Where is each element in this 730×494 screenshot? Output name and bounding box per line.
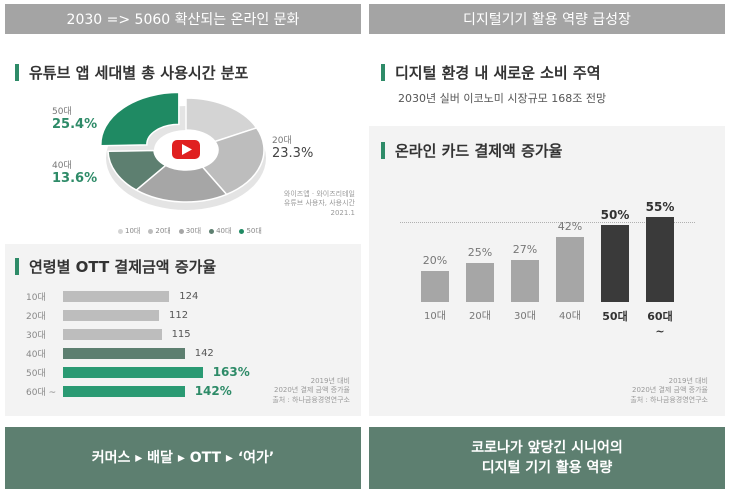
youtube-source: 와이즈앱 · 와이즈리테일 유튜브 사용자, 사용시간 2021.1	[284, 190, 355, 218]
reference-dotted-line	[400, 222, 695, 223]
left-footer-text: 커머스 ▸ 배달 ▸ OTT ▸ ‘여가’	[91, 449, 275, 466]
ott-data-label: 115	[171, 329, 191, 340]
ott-title-text: 연령별 OTT 결제금액 증가율	[29, 258, 217, 276]
ott-bar	[63, 310, 159, 321]
legend-swatch	[209, 228, 215, 234]
digital-subtitle: 2030년 실버 이코노미 시장규모 168조 전망	[398, 92, 607, 105]
ott-data-label: 163%	[212, 365, 250, 379]
legend-swatch	[118, 228, 123, 234]
ott-data-label: 142	[194, 348, 214, 359]
card-bar	[511, 260, 539, 302]
card-tick-label: 40대	[559, 311, 581, 322]
ott-source-line: 2020년 결제 금액 증가율	[273, 386, 350, 395]
legend-item: 30대	[178, 226, 202, 236]
ott-tick-label: 40대	[26, 350, 46, 360]
title-accent-bar	[381, 142, 385, 159]
legend-label: 10대	[125, 227, 141, 235]
ott-bar	[63, 348, 185, 359]
ott-bar	[63, 386, 185, 397]
card-bar	[556, 237, 584, 302]
card-data-label: 27%	[512, 243, 538, 257]
ott-tick-label: 20대	[26, 312, 46, 322]
youtube-source-line: 2021.1	[330, 208, 356, 217]
right-footer-line1: 코로나가 앞당긴 시니어의	[471, 439, 623, 456]
ott-tick-label: 10대	[26, 293, 46, 303]
youtube-source-line: 와이즈앱 · 와이즈리테일	[283, 190, 355, 198]
legend-label: 40대	[216, 227, 232, 235]
youtube-source-line: 유튜브 사용자, 사용시간	[283, 199, 355, 208]
card-tick-label: 10대	[424, 311, 446, 322]
card-source-line: 출처 : 하나금융경영연구소	[630, 395, 708, 404]
card-data-label: 55%	[645, 200, 675, 214]
card-tick-label: 30대	[514, 311, 536, 322]
value-20s: 23.3%	[272, 146, 314, 161]
ott-data-label: 142%	[194, 384, 232, 398]
card-data-label: 20%	[422, 254, 448, 268]
card-section-title: 온라인 카드 결제액 증가율	[381, 140, 562, 161]
ott-source-line: 출처 : 하나금융경영연구소	[272, 395, 350, 404]
card-source: 2019년 대비 2020년 결제 금액 증가율 출처 : 하나금융경영연구소	[630, 377, 708, 405]
donut-legend: 10대 20대 30대 40대 50대	[118, 226, 262, 236]
card-data-label: 42%	[557, 220, 583, 234]
card-data-label: 50%	[600, 207, 630, 222]
digital-section-title: 디지털 환경 내 새로운 소비 주역	[381, 62, 601, 83]
legend-swatch	[148, 228, 154, 234]
legend-item: 20대	[148, 226, 171, 236]
legend-item: 10대	[118, 226, 140, 236]
donut-slice	[100, 92, 180, 147]
right-header: 디지털기기 활용 역량 급성장	[369, 4, 725, 34]
youtube-section-title: 유튜브 앱 세대별 총 사용시간 분포	[15, 62, 248, 83]
label-20s: 20대	[272, 136, 292, 146]
legend-item: 40대	[209, 226, 231, 236]
legend-label: 20대	[155, 227, 171, 235]
ott-tick-label: 50대	[26, 369, 46, 379]
label-50s: 50대	[52, 107, 72, 117]
card-data-label: 25%	[467, 246, 493, 260]
legend-label: 30대	[185, 227, 202, 235]
ott-tick-label: 60대 ~	[26, 388, 57, 398]
ott-bar	[63, 329, 162, 340]
ott-source-line: 2019년 대비	[310, 377, 350, 385]
ott-source: 2019년 대비 2020년 결제 금액 증가율 출처 : 하나금융경영연구소	[272, 377, 350, 405]
title-accent-bar	[15, 64, 19, 81]
right-footer-banner: 코로나가 앞당긴 시니어의 디지털 기기 활용 역량	[369, 427, 725, 489]
card-bar	[466, 263, 494, 302]
left-header: 2030 => 5060 확산되는 온라인 문화	[5, 4, 361, 34]
value-50s: 25.4%	[52, 117, 98, 132]
youtube-donut-chart	[100, 92, 266, 210]
ott-data-label: 112	[169, 310, 189, 321]
ott-tick-label: 30대	[26, 331, 46, 341]
legend-item: 50대	[239, 226, 262, 236]
card-tick-label: 50대	[602, 310, 628, 323]
title-accent-bar	[381, 64, 385, 81]
card-tick-label: 20대	[469, 311, 491, 322]
youtube-play-icon	[172, 140, 200, 159]
card-title-text: 온라인 카드 결제액 증가율	[395, 142, 563, 160]
ott-data-label: 124	[179, 291, 199, 302]
ott-section-title: 연령별 OTT 결제금액 증가율	[15, 256, 216, 277]
legend-label: 50대	[246, 227, 262, 235]
ott-bar	[63, 291, 170, 302]
right-footer-line2: 디지털 기기 활용 역량	[481, 460, 613, 476]
left-footer-banner: 커머스 ▸ 배달 ▸ OTT ▸ ‘여가’	[5, 427, 361, 489]
card-bar	[421, 271, 449, 302]
youtube-title-text: 유튜브 앱 세대별 총 사용시간 분포	[29, 64, 249, 82]
label-40s: 40대	[52, 161, 72, 171]
value-40s: 13.6%	[52, 171, 98, 186]
legend-swatch	[178, 228, 184, 234]
card-tick-label: 60대 ~	[647, 310, 673, 338]
title-accent-bar	[15, 258, 19, 275]
ott-bar	[63, 367, 203, 378]
card-source-line: 2020년 결제 금액 증가율	[631, 386, 708, 395]
digital-title-text: 디지털 환경 내 새로운 소비 주역	[395, 64, 601, 82]
card-source-line: 2019년 대비	[668, 377, 708, 385]
legend-swatch	[239, 228, 245, 234]
card-bar	[601, 224, 629, 302]
card-bar	[646, 217, 674, 302]
